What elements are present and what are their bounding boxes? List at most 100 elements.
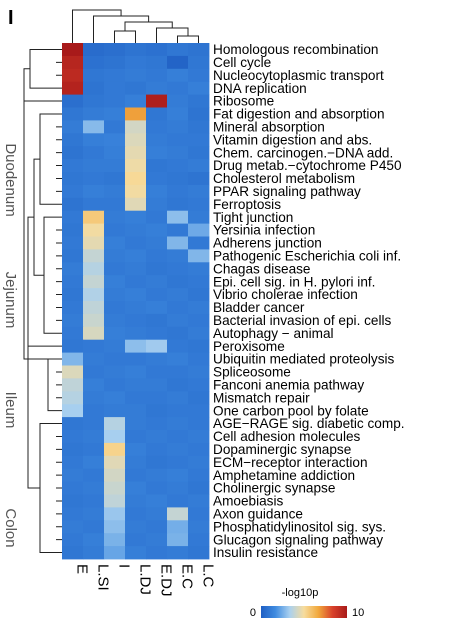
heatmap-cell — [62, 172, 84, 186]
heatmap-cell — [167, 494, 189, 508]
heatmap-cell — [146, 107, 168, 121]
heatmap-cell — [83, 481, 105, 495]
heatmap-cell — [83, 159, 105, 173]
heatmap-cell — [167, 288, 189, 302]
heatmap-cell — [125, 404, 147, 418]
heatmap-cell — [188, 352, 210, 366]
heatmap-cell — [167, 236, 189, 250]
heatmap-cell — [62, 146, 84, 160]
heatmap-cell — [188, 43, 210, 57]
heatmap-cell — [104, 146, 126, 160]
pathway-label: Vibrio cholerae infection — [213, 287, 358, 302]
heatmap-cell — [167, 520, 189, 534]
heatmap-cell — [83, 249, 105, 263]
pathway-label: Ferroptosis — [213, 197, 281, 212]
heatmap-cell — [146, 455, 168, 470]
heatmap-cell — [104, 55, 126, 70]
heatmap-cell — [188, 494, 210, 508]
heatmap-cell — [167, 81, 189, 95]
heatmap-cell — [167, 339, 189, 353]
pathway-label: Cholesterol metabolism — [213, 171, 355, 186]
column-label: E — [74, 564, 91, 574]
color-legend: -log10p 0 10 — [250, 587, 364, 619]
column-label: L.SI — [95, 564, 112, 591]
legend-min-label: 0 — [250, 607, 256, 619]
heatmap-cell — [104, 236, 126, 250]
heatmap-cell — [167, 365, 189, 379]
heatmap-cell — [125, 546, 147, 560]
heatmap-cell — [188, 55, 210, 70]
heatmap-cell — [83, 94, 105, 108]
pathway-label: Amoebiasis — [213, 494, 283, 509]
heatmap-cell — [104, 468, 126, 482]
heatmap-cell — [188, 68, 210, 83]
heatmap-cell — [167, 159, 189, 173]
heatmap-cell — [83, 404, 105, 418]
heatmap-cell — [104, 68, 126, 83]
heatmap-cell — [83, 430, 105, 444]
heatmap-cell — [104, 301, 126, 315]
heatmap-cell — [62, 68, 84, 83]
heatmap-cell — [167, 326, 189, 341]
column-labels: E L.SI I L.DJ E.DJ E.C L.C — [74, 564, 217, 597]
heatmap-cell — [146, 313, 168, 328]
heatmap-cell — [83, 417, 105, 431]
heatmap-cell — [146, 468, 168, 482]
heatmap-cell — [125, 365, 147, 379]
heatmap-cell — [62, 313, 84, 328]
heatmap-cell — [62, 546, 84, 560]
pathway-label: Cell cycle — [213, 55, 271, 70]
heatmap-cell — [146, 172, 168, 186]
heatmap-cell — [83, 455, 105, 470]
heatmap-cell — [83, 236, 105, 250]
heatmap-cell — [167, 68, 189, 83]
heatmap-cell — [167, 352, 189, 366]
heatmap-cell — [167, 146, 189, 160]
dendrogram-branch — [72, 9, 199, 43]
heatmap-cell — [188, 520, 210, 534]
heatmap-cell — [167, 481, 189, 495]
heatmap-cell — [167, 133, 189, 147]
heatmap-cell — [83, 120, 105, 134]
heatmap-cell — [83, 468, 105, 482]
heatmap-cell — [104, 81, 126, 95]
heatmap-cell — [146, 236, 168, 250]
heatmap-cell — [104, 159, 126, 173]
heatmap-cell — [167, 468, 189, 482]
heatmap-cell — [188, 197, 210, 212]
heatmap-cell — [167, 442, 189, 457]
heatmap-cell — [188, 533, 210, 547]
heatmap-cell — [167, 262, 189, 276]
pathway-label: Axon guidance — [213, 506, 303, 521]
heatmap-cell — [104, 352, 126, 366]
heatmap-cell — [125, 68, 147, 83]
pathway-label: One carbon pool by folate — [213, 403, 369, 418]
heatmap-cell — [146, 507, 168, 521]
heatmap-cell — [62, 94, 84, 108]
heatmap-cell — [188, 301, 210, 315]
heatmap-cell — [146, 391, 168, 405]
heatmap-cell — [167, 249, 189, 263]
heatmap-cell — [167, 55, 189, 70]
heatmap-cell — [62, 430, 84, 444]
heatmap-cell — [125, 184, 147, 199]
heatmap-cell — [104, 43, 126, 57]
heatmap-cell — [146, 301, 168, 315]
heatmap-cell — [125, 55, 147, 70]
heatmap-cell — [62, 43, 84, 57]
heatmap-cell — [104, 210, 126, 224]
heatmap-cell — [83, 275, 105, 289]
heatmap-cell — [104, 404, 126, 418]
heatmap-cell — [83, 533, 105, 547]
pathway-label: PPAR signaling pathway — [213, 184, 361, 199]
heatmap-cell — [146, 184, 168, 199]
heatmap-cell — [125, 172, 147, 186]
heatmap-cell — [125, 507, 147, 521]
heatmap-cell — [62, 378, 84, 392]
pathway-label: Glucagon signaling pathway — [213, 532, 383, 547]
heatmap-cell — [104, 494, 126, 508]
side-labels: Duodenum Jejunum Ileum Colon — [2, 143, 19, 547]
heatmap-cell — [188, 468, 210, 482]
panel-letter: I — [8, 7, 14, 29]
